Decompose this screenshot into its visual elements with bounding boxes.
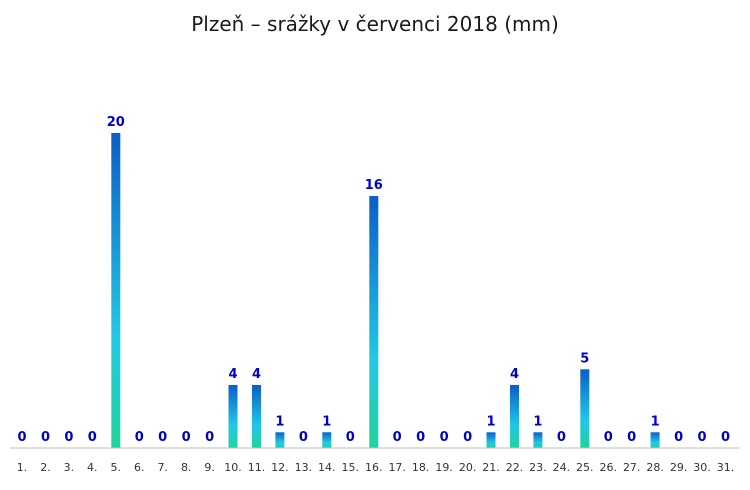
bar-23	[533, 432, 543, 449]
x-tick-label-6: 6.	[134, 461, 145, 474]
data-label-4: 0	[88, 430, 97, 445]
data-label-9: 0	[205, 430, 214, 445]
x-tick-label-24: 24.	[553, 461, 571, 474]
x-tick-label-9: 9.	[204, 461, 215, 474]
data-label-25: 5	[580, 351, 589, 366]
bar-5	[111, 133, 121, 448]
data-label-21: 1	[486, 414, 495, 429]
data-label-18: 0	[416, 430, 425, 445]
x-tick-label-30: 30.	[693, 461, 711, 474]
x-tick-label-7: 7.	[157, 461, 168, 474]
data-label-14: 1	[322, 414, 331, 429]
data-label-10: 4	[228, 367, 237, 382]
data-label-15: 0	[346, 430, 355, 445]
x-tick-label-19: 19.	[435, 461, 453, 474]
x-tick-label-29: 29.	[670, 461, 688, 474]
x-tick-label-11: 11.	[248, 461, 266, 474]
bars-layer	[111, 133, 660, 449]
data-label-16: 16	[365, 178, 383, 193]
x-tick-label-17: 17.	[388, 461, 406, 474]
x-tick-label-16: 16.	[365, 461, 383, 474]
data-label-2: 0	[41, 430, 50, 445]
data-label-1: 0	[17, 430, 26, 445]
data-label-13: 0	[299, 430, 308, 445]
data-label-29: 0	[674, 430, 683, 445]
x-tick-label-23: 23.	[529, 461, 547, 474]
data-label-26: 0	[604, 430, 613, 445]
bar-22	[510, 385, 519, 448]
x-tick-label-18: 18.	[412, 461, 430, 474]
bar-21	[486, 432, 496, 449]
data-label-30: 0	[697, 430, 706, 445]
x-tick-label-12: 12.	[271, 461, 289, 474]
x-tick-label-2: 2.	[40, 461, 51, 474]
x-tick-label-13: 13.	[295, 461, 313, 474]
x-tick-label-8: 8.	[181, 461, 192, 474]
bar-14	[322, 432, 332, 449]
data-label-23: 1	[533, 414, 542, 429]
x-tick-label-3: 3.	[64, 461, 75, 474]
data-label-20: 0	[463, 430, 472, 445]
data-label-8: 0	[182, 430, 191, 445]
x-tick-label-22: 22.	[506, 461, 524, 474]
chart-title: Plzeň – srážky v červenci 2018 (mm)	[191, 12, 559, 36]
bar-11	[252, 385, 261, 448]
data-label-6: 0	[135, 430, 144, 445]
data-label-24: 0	[557, 430, 566, 445]
x-tick-label-15: 15.	[342, 461, 360, 474]
x-tick-label-28: 28.	[646, 461, 664, 474]
data-label-27: 0	[627, 430, 636, 445]
x-tick-label-5: 5.	[111, 461, 122, 474]
bar-16	[369, 196, 379, 448]
x-tick-label-10: 10.	[224, 461, 242, 474]
x-tick-labels-layer: 1. 2. 3. 4. 5. 6. 7. 8. 9. 10. 11. 12. 13. 14. 15. 16. 1…	[17, 461, 735, 474]
data-label-31: 0	[721, 430, 730, 445]
bar-10	[228, 385, 238, 448]
data-label-17: 0	[393, 430, 402, 445]
data-label-3: 0	[64, 430, 73, 445]
x-tick-label-20: 20.	[459, 461, 477, 474]
data-label-11: 4	[252, 367, 261, 382]
x-tick-label-14: 14.	[318, 461, 336, 474]
bar-12	[275, 432, 285, 449]
bar-28	[650, 432, 660, 449]
data-label-22: 4	[510, 367, 519, 382]
data-label-5: 20	[107, 115, 125, 130]
x-tick-label-21: 21.	[482, 461, 500, 474]
x-tick-label-1: 1.	[17, 461, 28, 474]
bar-25	[580, 369, 590, 449]
x-tick-label-25: 25.	[576, 461, 594, 474]
x-tick-label-4: 4.	[87, 461, 98, 474]
x-tick-label-27: 27.	[623, 461, 641, 474]
x-tick-label-26: 26.	[600, 461, 618, 474]
data-label-19: 0	[440, 430, 449, 445]
data-label-7: 0	[158, 430, 167, 445]
x-tick-label-31: 31.	[717, 461, 735, 474]
data-label-12: 1	[275, 414, 284, 429]
data-label-28: 1	[651, 414, 660, 429]
